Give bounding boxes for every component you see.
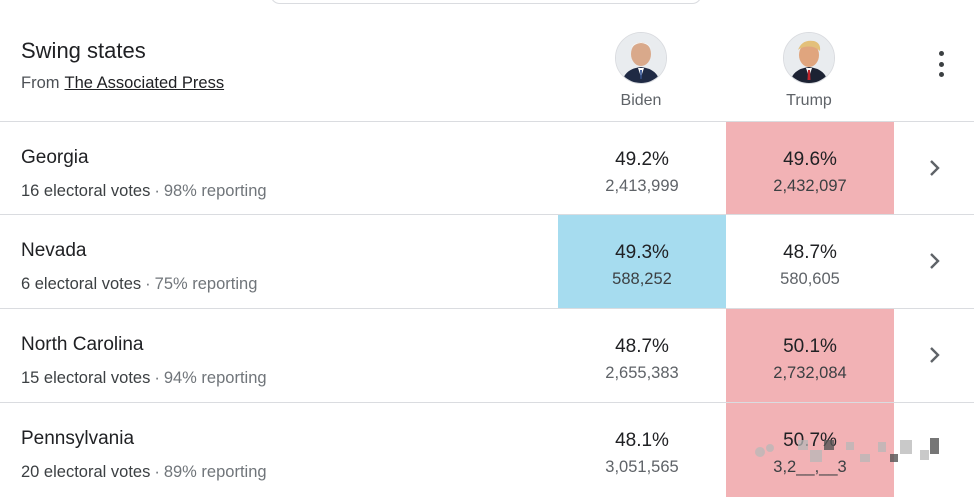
state-row-pennsylvania[interactable]: Pennsylvania 20 electoral votes · 89% repo… bbox=[0, 402, 974, 497]
watermark-overlay bbox=[755, 438, 939, 462]
biden-result-leading: 49.3% 588,252 bbox=[558, 215, 726, 308]
trump-name: Trump bbox=[786, 92, 832, 109]
biden-votes: 2,413,999 bbox=[605, 177, 679, 195]
trump-result: 48.7% 580,605 bbox=[726, 215, 894, 307]
state-row-north-carolina[interactable]: North Carolina 15 electoral votes · 94% re… bbox=[0, 308, 974, 402]
reporting: 89% reporting bbox=[163, 463, 267, 481]
reporting: 94% reporting bbox=[163, 369, 267, 387]
card-title: Swing states bbox=[21, 38, 146, 63]
state-row-nevada[interactable]: Nevada 6 electoral votes · 75% reporting 4… bbox=[0, 214, 974, 308]
trump-votes: 3,2__,__3 bbox=[773, 458, 847, 476]
state-row-georgia[interactable]: Georgia 16 electoral votes · 98% reporting… bbox=[0, 121, 974, 214]
biden-avatar bbox=[615, 32, 667, 84]
trump-column-header: Trump bbox=[769, 32, 849, 110]
biden-column-header: Biden bbox=[601, 32, 681, 110]
electoral-votes: 6 electoral votes bbox=[21, 275, 142, 293]
state-details: 20 electoral votes · 89% reporting bbox=[21, 463, 267, 481]
biden-votes: 3,051,565 bbox=[605, 458, 679, 476]
electoral-votes: 20 electoral votes bbox=[21, 463, 151, 481]
trump-result-leading: 49.6% 2,432,097 bbox=[726, 122, 894, 214]
chevron-right-icon[interactable] bbox=[922, 343, 946, 367]
trump-votes: 2,732,084 bbox=[773, 364, 847, 382]
biden-percent: 48.7% bbox=[615, 336, 669, 357]
trump-percent: 48.7% bbox=[783, 242, 837, 263]
source-line: From The Associated Press bbox=[21, 74, 224, 93]
swing-states-header: Swing states From The Associated Press Bi… bbox=[0, 0, 974, 121]
trump-portrait-icon bbox=[784, 33, 834, 83]
state-name: Georgia bbox=[21, 147, 89, 168]
state-details: 6 electoral votes · 75% reporting bbox=[21, 275, 258, 293]
biden-portrait-icon bbox=[616, 33, 666, 83]
state-details: 16 electoral votes · 98% reporting bbox=[21, 182, 267, 200]
state-name: Pennsylvania bbox=[21, 428, 135, 449]
biden-percent: 49.3% bbox=[615, 242, 669, 263]
biden-percent: 49.2% bbox=[615, 149, 669, 170]
state-name: North Carolina bbox=[21, 334, 144, 355]
trump-votes: 2,432,097 bbox=[773, 177, 847, 195]
biden-result: 48.1% 3,051,565 bbox=[558, 403, 726, 497]
trump-avatar bbox=[783, 32, 835, 84]
state-details: 15 electoral votes · 94% reporting bbox=[21, 369, 267, 387]
biden-votes: 588,252 bbox=[612, 270, 672, 288]
chevron-right-icon[interactable] bbox=[922, 249, 946, 273]
electoral-votes: 16 electoral votes bbox=[21, 182, 151, 200]
chevron-right-icon[interactable] bbox=[922, 156, 946, 180]
reporting: 75% reporting bbox=[154, 275, 258, 293]
trump-result-leading: 50.1% 2,732,084 bbox=[726, 309, 894, 402]
trump-percent: 50.1% bbox=[783, 336, 837, 357]
state-name: Nevada bbox=[21, 240, 87, 261]
source-prefix: From bbox=[21, 74, 60, 92]
biden-result: 49.2% 2,413,999 bbox=[558, 122, 726, 214]
electoral-votes: 15 electoral votes bbox=[21, 369, 151, 387]
trump-votes: 580,605 bbox=[780, 270, 840, 288]
source-link[interactable]: The Associated Press bbox=[64, 74, 225, 92]
biden-percent: 48.1% bbox=[615, 430, 669, 451]
trump-percent: 50.7% bbox=[783, 430, 837, 451]
reporting: 98% reporting bbox=[163, 182, 267, 200]
biden-name: Biden bbox=[620, 92, 662, 109]
trump-percent: 49.6% bbox=[783, 149, 837, 170]
more-options-icon[interactable] bbox=[928, 50, 954, 78]
biden-result: 48.7% 2,655,383 bbox=[558, 309, 726, 401]
biden-votes: 2,655,383 bbox=[605, 364, 679, 382]
